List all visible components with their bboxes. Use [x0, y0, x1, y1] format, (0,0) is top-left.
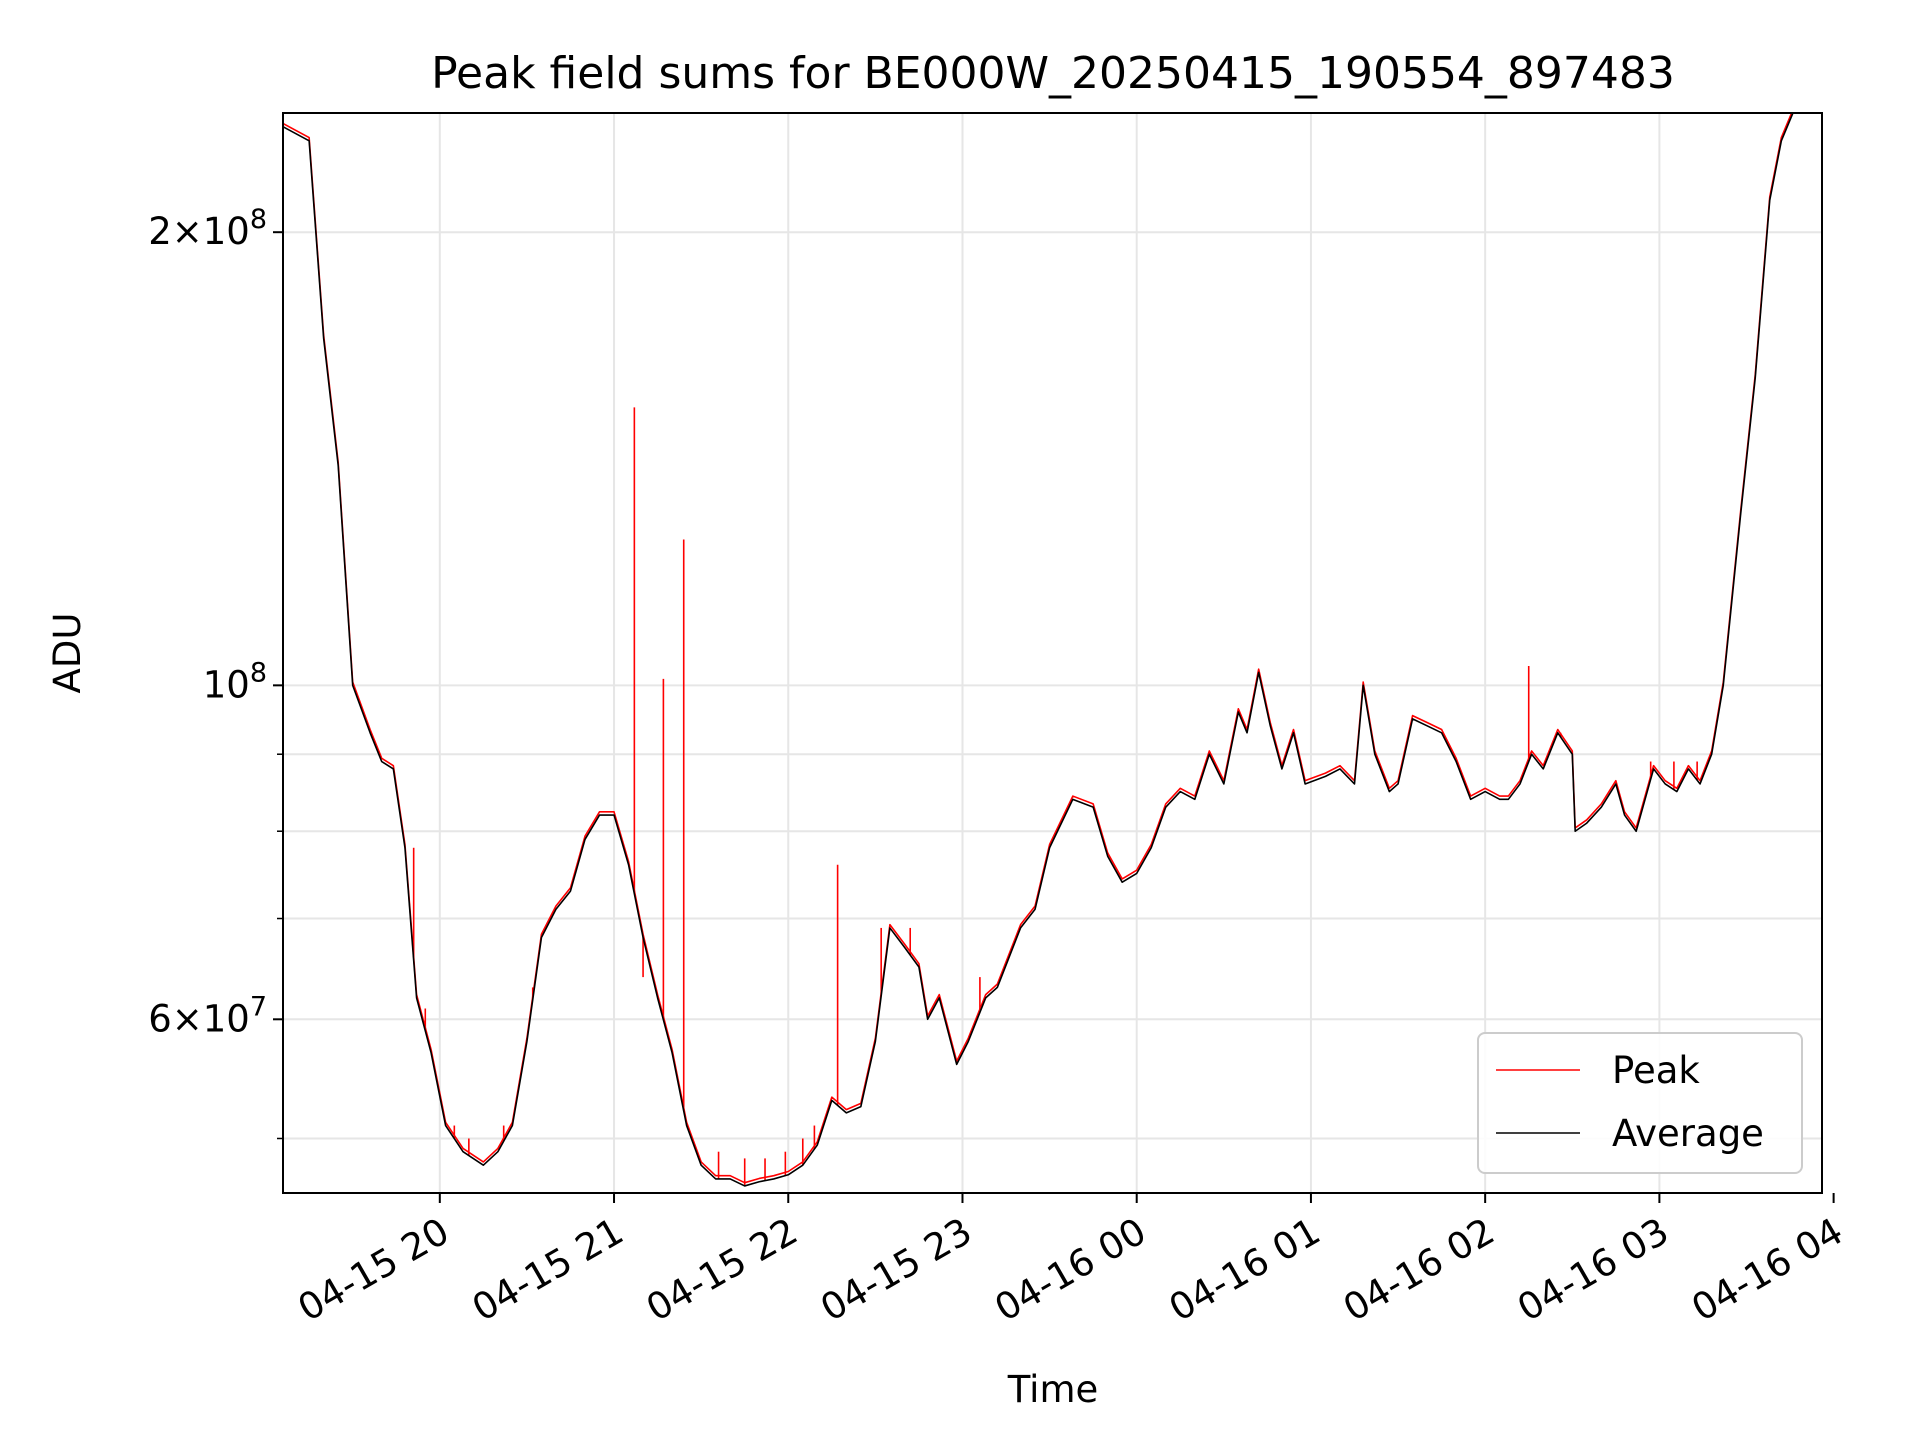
chart-title: Peak field sums for BE000W_20250415_1905… — [431, 48, 1675, 99]
series-layer — [283, 113, 1822, 1187]
legend: Peak Average — [1477, 1032, 1803, 1174]
y-axis: 6×107 108 2×108 — [148, 204, 283, 1140]
legend-box — [1477, 1032, 1803, 1174]
y-tick-label: 2×108 — [148, 204, 267, 253]
y-tick-label: 108 — [203, 657, 267, 706]
y-tick-label: 6×107 — [148, 991, 267, 1040]
legend-average-label: Average — [1612, 1112, 1764, 1155]
legend-peak-label: Peak — [1612, 1049, 1700, 1092]
average-series-line — [283, 113, 1822, 1187]
y-axis-title: ADU — [46, 613, 89, 694]
x-axis-title: Time — [1007, 1368, 1099, 1411]
plot-frame — [282, 112, 1823, 1194]
grid-layer — [283, 113, 1822, 1193]
